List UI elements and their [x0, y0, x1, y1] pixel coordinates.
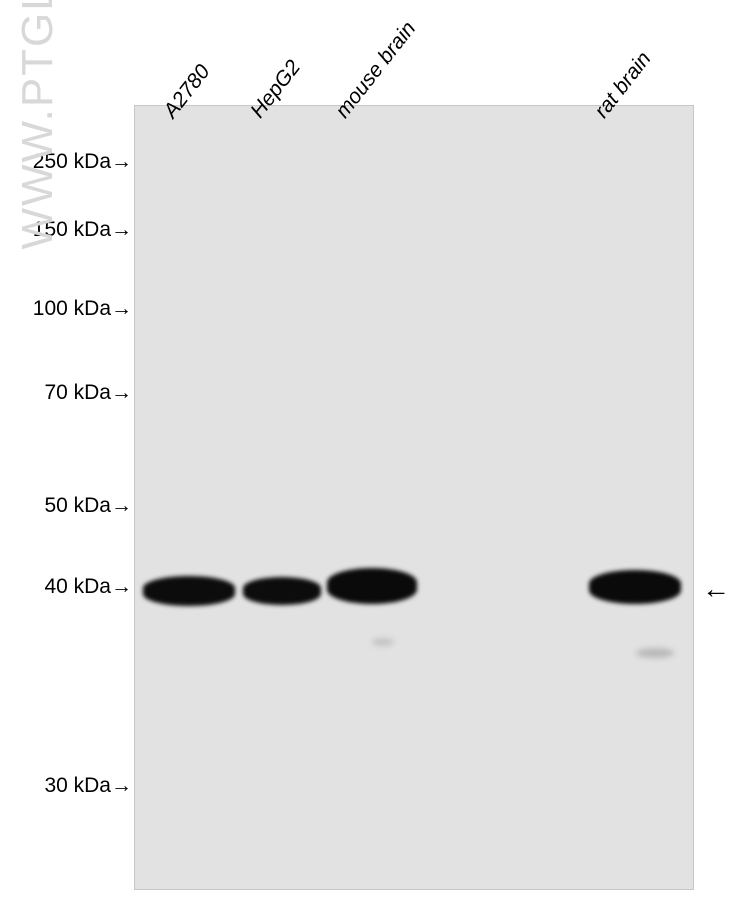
watermark-text: WWW.PTGLAB.COM: [13, 0, 63, 250]
faint-band: [372, 638, 394, 646]
marker-label: 70 kDa→: [44, 381, 132, 405]
marker-label: 150 kDa→: [33, 218, 132, 242]
marker-label: 40 kDa→: [44, 575, 132, 599]
protein-band: [143, 576, 235, 606]
figure-container: WWW.PTGLAB.COM 250 kDa→ 150 kDa→ 100 kDa→ 7…: [0, 0, 734, 903]
blot-membrane: [134, 105, 694, 890]
marker-label: 50 kDa→: [44, 494, 132, 518]
target-band-arrow: ←: [702, 575, 730, 603]
protein-band: [327, 568, 417, 604]
protein-band: [589, 570, 681, 604]
marker-label: 250 kDa→: [33, 150, 132, 174]
faint-band: [636, 648, 674, 658]
marker-label: 30 kDa→: [44, 774, 132, 798]
marker-label: 100 kDa→: [33, 297, 132, 321]
protein-band: [243, 577, 321, 605]
